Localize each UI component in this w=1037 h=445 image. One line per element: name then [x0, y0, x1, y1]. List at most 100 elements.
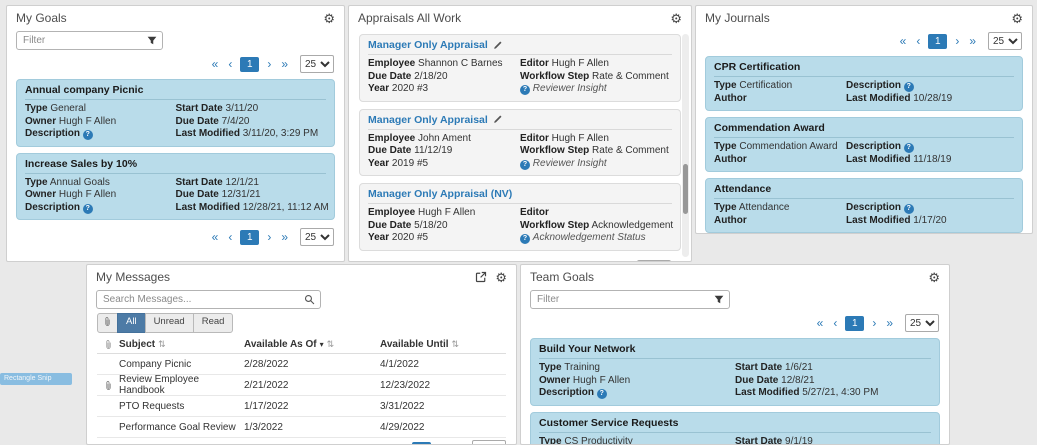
search-icon [304, 294, 315, 305]
prev-page-button[interactable]: ‹ [829, 316, 841, 330]
last-page-button[interactable]: » [882, 316, 897, 330]
column-header-available-until[interactable]: Available Until⇅ [380, 339, 506, 350]
page-1-button[interactable]: 1 [240, 230, 259, 245]
tab-unread[interactable]: Unread [145, 313, 194, 333]
prev-page-button[interactable]: ‹ [224, 57, 236, 71]
description-help-icon[interactable]: ? [83, 130, 93, 140]
appraisal-title-link[interactable]: Manager Only Appraisal [368, 39, 488, 51]
tab-read[interactable]: Read [193, 313, 234, 333]
message-row[interactable]: Company Picnic 2/28/2022 4/1/2022 [97, 354, 506, 375]
field-label: Description [846, 141, 901, 152]
field-label: Last Modified [176, 128, 240, 139]
last-page-button[interactable]: » [277, 57, 292, 71]
panel-header: My Journals ⚙ [696, 6, 1032, 30]
page-size-select[interactable]: 25 [300, 55, 334, 73]
last-page-button[interactable]: » [277, 230, 292, 244]
settings-gear-icon[interactable]: ⚙ [495, 271, 507, 284]
next-page-button[interactable]: › [263, 230, 275, 244]
settings-gear-icon[interactable]: ⚙ [670, 12, 682, 25]
appraisal-title-link[interactable]: Manager Only Appraisal (NV) [368, 188, 512, 200]
goal-last-modified: 5/27/21, 4:30 PM [802, 387, 878, 398]
prev-page-button[interactable]: ‹ [912, 34, 924, 48]
scrollbar-thumb[interactable] [683, 164, 688, 214]
search-input[interactable] [96, 290, 321, 309]
message-row[interactable]: Performance Goal Review 1/3/2022 4/29/20… [97, 417, 506, 438]
appraisal-card[interactable]: Manager Only Appraisal Employee John Ame… [359, 109, 681, 177]
first-page-button[interactable]: « [813, 316, 828, 330]
journal-card[interactable]: CPR Certification Type Certification Aut… [705, 56, 1023, 111]
field-label: Due Date [735, 375, 778, 386]
description-help-icon[interactable]: ? [597, 389, 607, 399]
settings-gear-icon[interactable]: ⚙ [323, 12, 335, 25]
goal-card[interactable]: Build Your Network Type Training Owner H… [530, 338, 940, 406]
message-available-as-of: 2/28/2022 [244, 359, 380, 370]
tab-all[interactable]: All [117, 313, 146, 333]
pagination: « ‹ 1 › » 10 [87, 438, 516, 445]
prev-page-button[interactable]: ‹ [561, 262, 573, 263]
message-available-as-of: 2/21/2022 [244, 380, 380, 391]
next-page-button[interactable]: › [868, 316, 880, 330]
settings-gear-icon[interactable]: ⚙ [928, 271, 940, 284]
pagination: « ‹ 1 › » 25 [7, 53, 344, 76]
page-1-button[interactable]: 1 [845, 316, 864, 331]
description-help-icon[interactable]: ? [904, 82, 914, 92]
edit-pencil-icon[interactable] [493, 115, 502, 124]
pagination: « ‹ 1 › » 25 [349, 258, 681, 263]
description-help-icon[interactable]: ? [83, 204, 93, 214]
first-page-button[interactable]: « [896, 34, 911, 48]
goal-card[interactable]: Customer Service Requests Type CS Produc… [530, 412, 940, 445]
appraisal-card[interactable]: Manager Only Appraisal (NV) Employee Hug… [359, 183, 681, 251]
status-help-icon[interactable]: ? [520, 160, 530, 170]
message-filter-tabs: All Unread Read [97, 313, 506, 333]
journal-card[interactable]: Attendance Type Attendance Author Descri… [705, 178, 1023, 233]
status-help-icon[interactable]: ? [520, 234, 530, 244]
goal-card[interactable]: Annual company Picnic Type General Owner… [16, 79, 335, 147]
filter-input[interactable] [16, 31, 163, 50]
settings-gear-icon[interactable]: ⚙ [1011, 12, 1023, 25]
message-row[interactable]: Review Employee Handbook 2/21/2022 12/23… [97, 375, 506, 396]
journal-type: Commendation Award [739, 141, 837, 152]
goal-owner: Hugh F Allen [59, 116, 116, 127]
description-help-icon[interactable]: ? [904, 204, 914, 214]
field-label: Due Date [368, 145, 411, 156]
filter-input[interactable] [530, 290, 730, 309]
page-1-button[interactable]: 1 [240, 57, 259, 72]
column-header-subject[interactable]: Subject⇅ [119, 339, 244, 350]
message-row[interactable]: PTO Requests 1/17/2022 3/31/2022 [97, 396, 506, 417]
journal-title: Attendance [714, 182, 1014, 199]
edit-pencil-icon[interactable] [493, 41, 502, 50]
prev-page-button[interactable]: ‹ [224, 230, 236, 244]
next-page-button[interactable]: › [951, 34, 963, 48]
attachment-filter-tab[interactable] [97, 313, 118, 333]
first-page-button[interactable]: « [208, 57, 223, 71]
first-page-button[interactable]: « [208, 230, 223, 244]
pagination: « ‹ 1 › » 25 [521, 312, 949, 335]
next-page-button[interactable]: › [263, 57, 275, 71]
page-size-select[interactable]: 25 [988, 32, 1022, 50]
next-page-button[interactable]: › [600, 262, 612, 263]
page-1-button[interactable]: 1 [577, 261, 596, 262]
last-page-button[interactable]: » [614, 262, 629, 263]
popout-icon[interactable] [475, 271, 487, 283]
field-label: Type [714, 80, 737, 91]
field-label: Year [368, 158, 389, 169]
status-help-icon[interactable]: ? [520, 85, 530, 95]
sort-icon: ⇅ [452, 339, 460, 349]
page-1-button[interactable]: 1 [412, 442, 431, 445]
page-1-button[interactable]: 1 [928, 34, 947, 49]
appraisal-employee: John Ament [418, 133, 471, 144]
appraisal-card[interactable]: Manager Only Appraisal Employee Shannon … [359, 34, 681, 102]
page-size-select[interactable]: 25 [300, 228, 334, 246]
page-size-select[interactable]: 25 [905, 314, 939, 332]
appraisal-title-link[interactable]: Manager Only Appraisal [368, 114, 488, 126]
first-page-button[interactable]: « [545, 262, 560, 263]
description-help-icon[interactable]: ? [904, 143, 914, 153]
goal-card[interactable]: Increase Sales by 10% Type Annual Goals … [16, 153, 335, 221]
journal-card[interactable]: Commendation Award Type Commendation Awa… [705, 117, 1023, 172]
page-size-select[interactable]: 25 [637, 260, 671, 263]
field-label: Year [368, 83, 389, 94]
pagination: « ‹ 1 › » 25 [696, 30, 1032, 53]
vertical-scrollbar[interactable] [682, 34, 689, 257]
column-header-available-as-of[interactable]: Available As Of▾⇅ [244, 339, 380, 350]
last-page-button[interactable]: » [965, 34, 980, 48]
